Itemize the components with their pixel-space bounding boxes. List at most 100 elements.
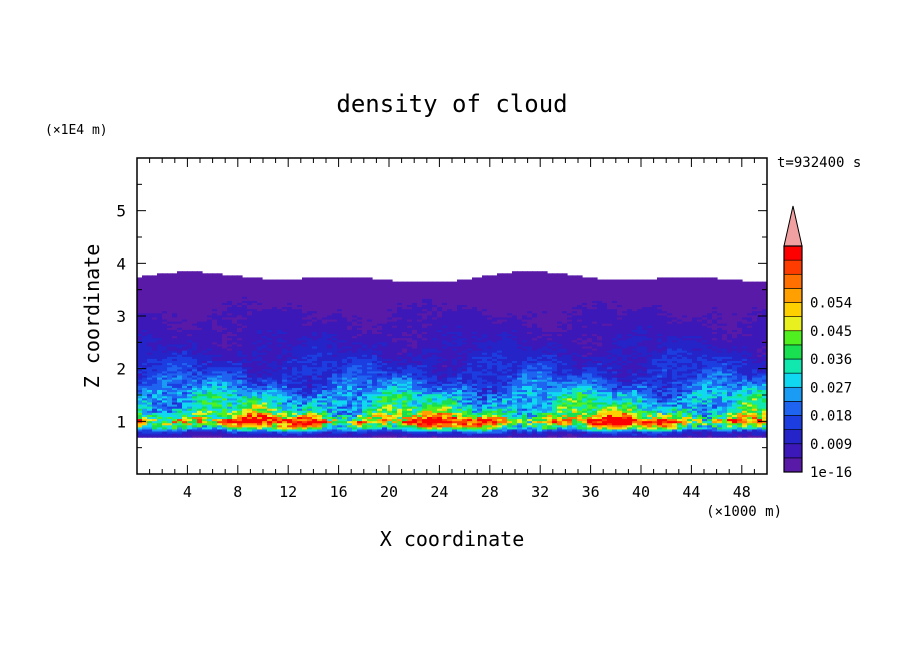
heat-cell bbox=[712, 385, 718, 388]
heat-cell bbox=[477, 428, 483, 432]
heat-cell bbox=[677, 416, 683, 420]
heat-cell bbox=[147, 383, 153, 386]
heat-cell bbox=[227, 406, 233, 409]
heat-cell bbox=[457, 424, 463, 428]
heat-cell bbox=[617, 420, 623, 424]
heat-cell bbox=[497, 360, 503, 364]
heat-cell bbox=[227, 360, 233, 364]
heat-cell bbox=[652, 395, 658, 399]
heat-cell bbox=[757, 395, 763, 399]
heat-cell bbox=[597, 424, 603, 428]
heat-cell bbox=[337, 366, 343, 370]
heat-cell bbox=[487, 362, 493, 366]
heat-cell bbox=[317, 360, 323, 364]
heat-cell bbox=[717, 368, 723, 372]
heat-cell bbox=[622, 381, 628, 384]
heat-cell bbox=[707, 389, 713, 393]
heat-cell bbox=[707, 362, 713, 366]
heat-cell bbox=[137, 372, 143, 376]
heat-cell bbox=[237, 385, 243, 388]
heat-cell bbox=[367, 354, 373, 357]
heat-cell bbox=[432, 414, 438, 417]
heat-cell bbox=[152, 383, 158, 386]
heat-cell bbox=[277, 410, 283, 413]
heat-cell bbox=[697, 393, 703, 397]
heat-cell bbox=[152, 430, 158, 434]
heat-cell bbox=[717, 387, 723, 391]
heat-cell bbox=[627, 403, 633, 407]
heat-cell bbox=[367, 403, 373, 407]
heat-cell bbox=[682, 366, 688, 370]
heat-cell bbox=[587, 389, 593, 393]
heat-cell bbox=[462, 418, 468, 422]
heat-cell bbox=[527, 362, 533, 366]
heat-cell bbox=[202, 418, 208, 422]
heat-cell bbox=[732, 362, 738, 366]
heat-cell bbox=[222, 416, 228, 420]
heat-cell bbox=[647, 414, 653, 417]
heat-cell bbox=[632, 391, 638, 395]
heat-cell bbox=[592, 426, 598, 430]
heat-cell bbox=[592, 410, 598, 413]
heat-cell bbox=[297, 360, 303, 364]
heat-cell bbox=[567, 362, 573, 366]
heat-cell bbox=[157, 435, 163, 438]
heat-cell bbox=[467, 372, 473, 376]
heat-cell bbox=[412, 360, 418, 364]
heat-cell bbox=[352, 435, 358, 438]
heat-cell bbox=[232, 379, 238, 382]
heat-cell bbox=[187, 379, 193, 382]
heat-cell bbox=[367, 430, 373, 434]
heat-cell bbox=[212, 406, 218, 409]
heat-cell bbox=[332, 420, 338, 424]
heat-cell bbox=[167, 414, 173, 417]
heat-cell bbox=[237, 410, 243, 413]
heat-cell bbox=[272, 358, 278, 361]
heat-cell bbox=[662, 370, 668, 374]
heat-cell bbox=[207, 366, 213, 370]
heat-cell bbox=[542, 406, 548, 409]
heat-cell bbox=[547, 412, 553, 415]
heat-cell bbox=[192, 370, 198, 374]
heat-cell bbox=[447, 426, 453, 430]
heat-cell bbox=[567, 432, 573, 436]
heat-cell bbox=[612, 360, 618, 364]
heat-cell bbox=[177, 395, 183, 399]
heat-cell bbox=[182, 354, 188, 357]
heat-cell bbox=[707, 370, 713, 374]
heat-cell bbox=[247, 379, 253, 382]
heat-cell bbox=[427, 435, 433, 438]
heat-cell bbox=[567, 395, 573, 399]
heat-cell bbox=[422, 381, 428, 384]
heat-cell bbox=[387, 412, 393, 415]
heat-cell bbox=[322, 358, 328, 361]
heat-cell bbox=[177, 418, 183, 422]
heat-cell bbox=[172, 370, 178, 374]
heat-cell bbox=[452, 374, 458, 378]
heat-cell bbox=[737, 383, 743, 386]
heat-cell bbox=[332, 387, 338, 391]
heat-cell bbox=[372, 385, 378, 388]
heat-cell bbox=[387, 418, 393, 422]
heat-cell bbox=[607, 356, 613, 359]
heat-cell bbox=[367, 356, 373, 359]
heat-cell bbox=[402, 430, 408, 434]
heat-cell bbox=[172, 422, 178, 426]
heat-cell bbox=[517, 391, 523, 395]
heat-cell bbox=[642, 395, 648, 399]
heat-cell bbox=[602, 374, 608, 378]
heat-cell bbox=[302, 381, 308, 384]
heat-cell bbox=[567, 412, 573, 415]
heat-cell bbox=[272, 393, 278, 397]
heat-cell bbox=[302, 393, 308, 397]
heat-cell bbox=[477, 354, 483, 357]
heat-cell bbox=[157, 372, 163, 376]
heat-cell bbox=[722, 426, 728, 430]
heat-cell bbox=[747, 379, 753, 382]
heat-cell bbox=[452, 389, 458, 393]
heat-cell bbox=[652, 418, 658, 422]
heat-cell bbox=[297, 358, 303, 361]
heat-cell bbox=[742, 410, 748, 413]
heat-cell bbox=[552, 372, 558, 376]
heat-cell bbox=[567, 430, 573, 434]
